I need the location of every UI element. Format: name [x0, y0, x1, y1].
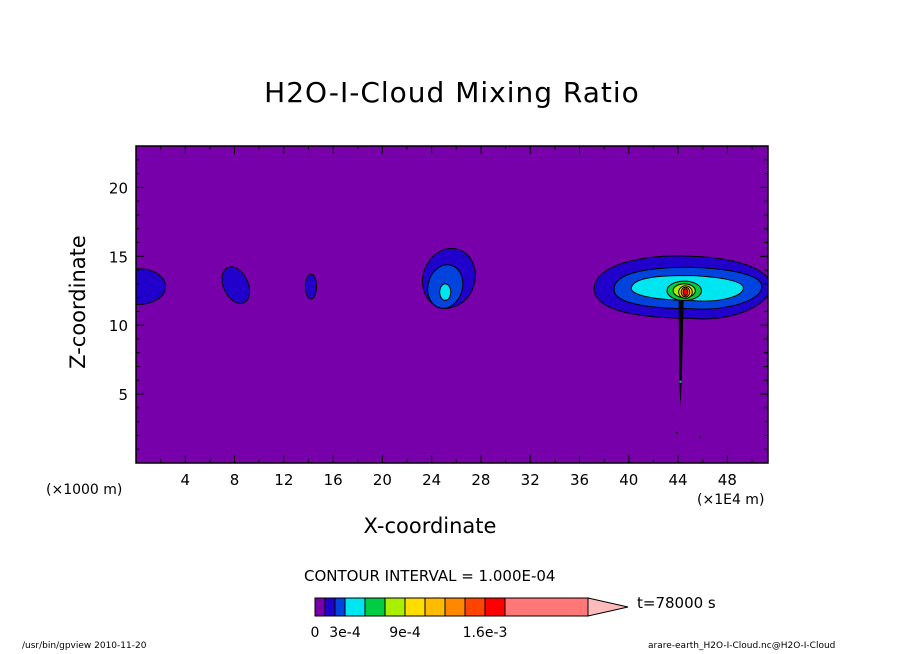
colorbar-swatch	[344, 597, 366, 617]
colorbar-swatch	[444, 597, 466, 617]
y-axis-label: Z-coordinate	[66, 235, 90, 369]
contour-level-1	[304, 273, 317, 300]
x-unit-right: (×1E4 m)	[697, 492, 765, 508]
colorbar-swatch	[484, 597, 506, 617]
x-tick-label: 36	[570, 471, 589, 489]
contour-fills	[136, 247, 768, 438]
contour-interval-label: CONTOUR INTERVAL = 1.000E-04	[304, 567, 556, 585]
footer-right: arare-earth_H2O-I-Cloud.nc@H2O-I-Cloud	[648, 641, 836, 651]
footer-left: /usr/bin/gpview 2010-11-20	[22, 641, 147, 651]
chart-title: H2O-I-Cloud Mixing Ratio	[264, 76, 640, 109]
x-tick-label: 40	[619, 471, 638, 489]
colorbar: 0 3e-4 9e-4 1.6e-3	[311, 597, 629, 641]
x-tick-label: 8	[230, 471, 240, 489]
contour-level-1	[221, 266, 251, 304]
x-unit-left: (×1000 m)	[46, 482, 123, 498]
plot-area	[136, 146, 768, 463]
colorbar-swatch	[464, 597, 486, 617]
contour-level-10	[682, 288, 689, 297]
colorbar-swatch	[404, 597, 426, 617]
x-tick-label: 44	[669, 471, 688, 489]
x-tick-label: 16	[324, 471, 343, 489]
colorbar-tick-label: 9e-4	[389, 625, 421, 641]
colorbar-swatch	[364, 597, 386, 617]
x-axis-label: X-coordinate	[363, 514, 497, 538]
x-tick-label: 20	[373, 471, 392, 489]
plot-frame	[135, 145, 769, 464]
colorbar-tick-label: 0	[311, 625, 320, 641]
colorbar-tick-label: 3e-4	[329, 625, 361, 641]
x-tick-label: 4	[181, 471, 191, 489]
contour-level-1	[136, 268, 167, 305]
x-tick-label: 24	[422, 471, 441, 489]
colorbar-swatch	[324, 597, 336, 617]
colorbar-swatch	[314, 597, 326, 617]
x-tick-label: 12	[274, 471, 293, 489]
y-tick-label: 20	[109, 179, 128, 197]
time-label: t=78000 s	[637, 594, 716, 612]
x-tick-label: 28	[471, 471, 490, 489]
y-tick-label: 5	[118, 386, 128, 404]
updraft-spot	[679, 380, 682, 383]
colorbar-tick-label: 1.6e-3	[463, 625, 508, 641]
colorbar-swatch	[334, 597, 346, 617]
y-tick-label: 10	[109, 317, 128, 335]
colorbar-swatch	[384, 597, 406, 617]
colorbar-extension	[587, 597, 629, 617]
y-tick-label: 15	[109, 248, 128, 266]
colorbar-swatch	[424, 597, 446, 617]
small-dot	[675, 431, 678, 434]
x-tick-label: 48	[718, 471, 737, 489]
contour-level-3	[439, 283, 452, 301]
small-dot	[699, 436, 702, 438]
x-tick-label: 32	[521, 471, 540, 489]
colorbar-swatch	[504, 597, 589, 617]
